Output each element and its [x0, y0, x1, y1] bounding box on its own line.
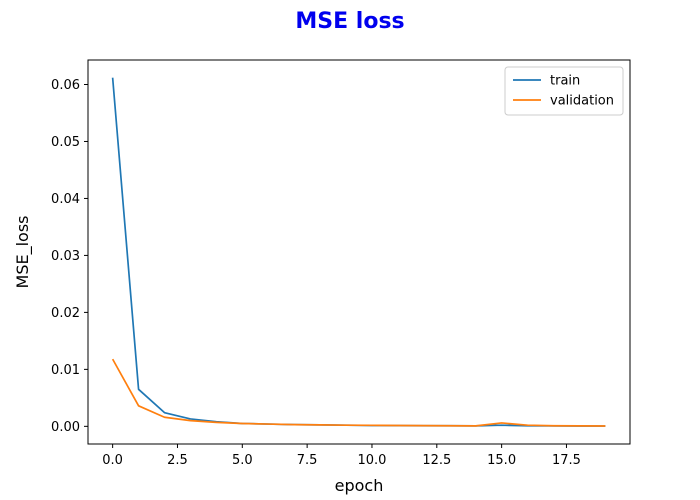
- plot-area: [87, 59, 631, 445]
- x-tick-label: 0.0: [102, 453, 123, 468]
- x-tick-label: 12.5: [422, 453, 451, 468]
- legend-label-validation: validation: [550, 94, 614, 109]
- y-tick-label: 0.03: [51, 249, 80, 264]
- x-tick-label: 10.0: [357, 453, 386, 468]
- x-tick-label: 2.5: [167, 453, 188, 468]
- x-tick-label: 7.5: [297, 453, 318, 468]
- y-axis-label: MSE_loss: [13, 216, 33, 289]
- series-lines: [111, 77, 606, 427]
- y-tick-label: 0.06: [51, 78, 80, 93]
- chart-title: MSE loss: [295, 9, 404, 34]
- x-tick-label: 5.0: [232, 453, 253, 468]
- y-tick-label: 0.05: [51, 135, 80, 150]
- y-axis: 0.00 0.01 0.02 0.03 0.04 0.05 0.06: [51, 78, 88, 435]
- legend-label-train: train: [550, 74, 580, 89]
- x-axis: 0.0 2.5 5.0 7.5 10.0 12.5 15.0 17.5: [102, 444, 581, 468]
- legend: train validation: [504, 66, 624, 116]
- x-tick-label: 17.5: [552, 453, 581, 468]
- x-tick-label: 15.0: [487, 453, 516, 468]
- y-tick-label: 0.00: [51, 420, 80, 435]
- series-line-train: [111, 77, 606, 427]
- series-line-validation: [111, 358, 606, 427]
- y-tick-label: 0.01: [51, 363, 80, 378]
- x-axis-label: epoch: [335, 476, 384, 495]
- legend-box: [504, 66, 624, 116]
- y-tick-label: 0.04: [51, 192, 80, 207]
- y-tick-label: 0.02: [51, 306, 80, 321]
